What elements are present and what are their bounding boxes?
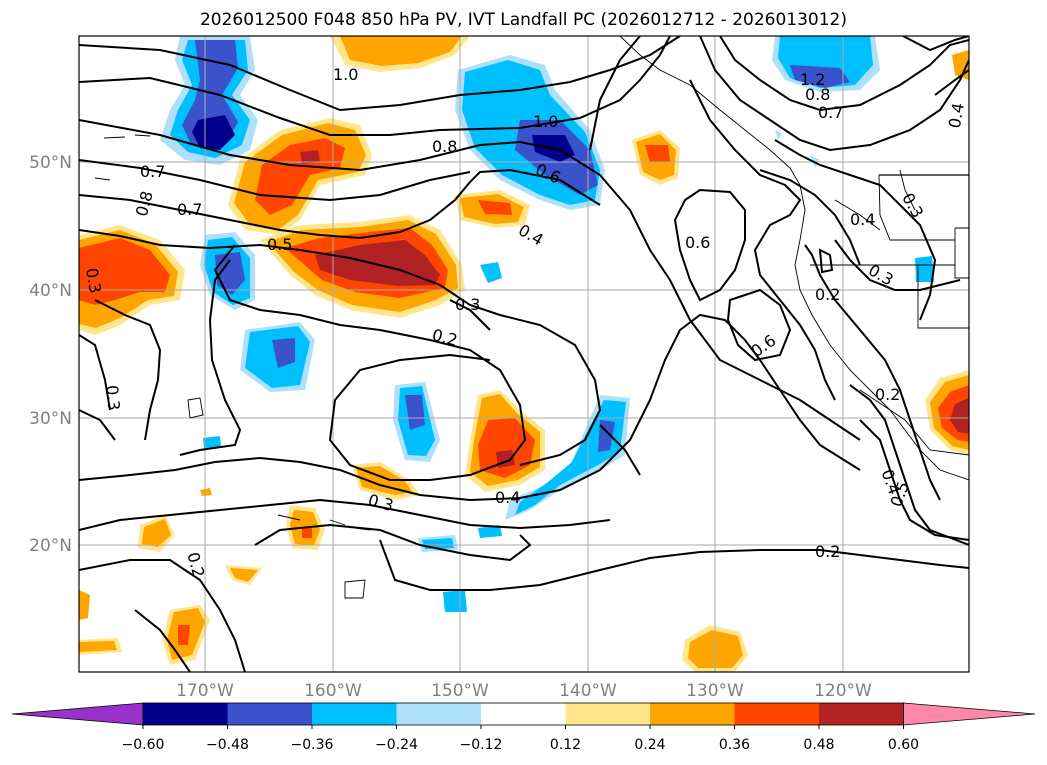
- colorbar-extend-max: [903, 702, 1036, 726]
- lat-label-50n: 50°N: [29, 153, 72, 173]
- contour-label-3: 0.8: [805, 85, 830, 104]
- colorbar-segment: [227, 703, 313, 725]
- colorbar-segment: [481, 703, 566, 725]
- lon-label-140w: 140°W: [559, 681, 617, 701]
- contour-label-10: 0.4: [850, 210, 875, 229]
- colorbar-segment: [565, 703, 651, 725]
- lat-label-20n: 20°N: [29, 536, 72, 556]
- colorbar-extend-min: [11, 702, 144, 726]
- contour-label-2: 1.2: [800, 70, 825, 89]
- colorbar-tick-label: 0.24: [634, 737, 665, 753]
- contour-label-6: 1.0: [533, 112, 558, 131]
- colorbar-frame: [142, 702, 904, 726]
- contour-label-17: 0.3: [82, 266, 105, 294]
- colorbar-tick-label: 0.48: [803, 737, 834, 753]
- lat-label-40n: 40°N: [29, 281, 72, 301]
- colorbar: −0.60 −0.48 −0.36 −0.24 −0.12 0.12 0.24 0.36 0.4…: [11, 702, 1036, 753]
- contour-label-21: 0.2: [815, 285, 840, 304]
- colorbar-tick-label: −0.48: [206, 737, 249, 753]
- map-contents: 1.0 1.2 0.8 0.7 0.4 1.0 0.8 0.6 0.4 0.4 …: [79, 36, 969, 672]
- contour-label-1: 1.0: [333, 65, 358, 84]
- positive-pv-anomalies: [79, 36, 969, 672]
- colorbar-tick-label: 0.60: [888, 737, 919, 753]
- longitude-axis: 170°W 160°W 150°W 140°W 130°W 120°W: [176, 681, 872, 701]
- contour-label-5: 0.4: [945, 101, 968, 129]
- latitude-axis: 50°N 40°N 30°N 20°N: [29, 153, 72, 556]
- colorbar-tick-label: −0.12: [460, 737, 503, 753]
- lon-label-150w: 150°W: [431, 681, 489, 701]
- lat-label-30n: 30°N: [29, 409, 72, 429]
- contour-label-12: 0.7: [140, 162, 165, 181]
- lon-label-160w: 160°W: [304, 681, 362, 701]
- coastlines: [94, 36, 969, 599]
- contour-label-7: 0.8: [432, 137, 457, 156]
- colorbar-tick-label: 0.36: [719, 737, 750, 753]
- colorbar-tick-label: −0.36: [291, 737, 334, 753]
- contour-label-16: 0.3: [455, 295, 480, 314]
- contour-label-14: 0.7: [177, 200, 202, 219]
- colorbar-tick-label: −0.24: [375, 737, 418, 753]
- colorbar-segment: [819, 703, 904, 725]
- colorbar-segment: [143, 703, 228, 725]
- colorbar-segment: [650, 703, 735, 725]
- contour-label-26: 0.2: [875, 385, 900, 404]
- contour-label-30: 0.2: [815, 542, 840, 561]
- lon-label-130w: 130°W: [686, 681, 744, 701]
- contour-lines: [79, 36, 969, 672]
- colorbar-tick-label: −0.60: [122, 737, 165, 753]
- map-title: 2026012500 F048 850 hPa PV, IVT Landfall…: [199, 10, 847, 30]
- colorbar-tick-label: 0.12: [550, 737, 581, 753]
- contour-label-23: 0.3: [102, 384, 123, 411]
- lon-label-120w: 120°W: [814, 681, 872, 701]
- colorbar-segment: [734, 703, 820, 725]
- contour-label-4: 0.7: [818, 103, 843, 122]
- lon-label-170w: 170°W: [176, 681, 234, 701]
- map-frame: [78, 35, 970, 673]
- colorbar-segment: [396, 703, 482, 725]
- contour-label-24: 0.4: [495, 488, 520, 507]
- colorbar-segment: [312, 703, 397, 725]
- contour-label-15: 0.5: [267, 235, 292, 254]
- contour-label-19: 0.6: [685, 233, 710, 252]
